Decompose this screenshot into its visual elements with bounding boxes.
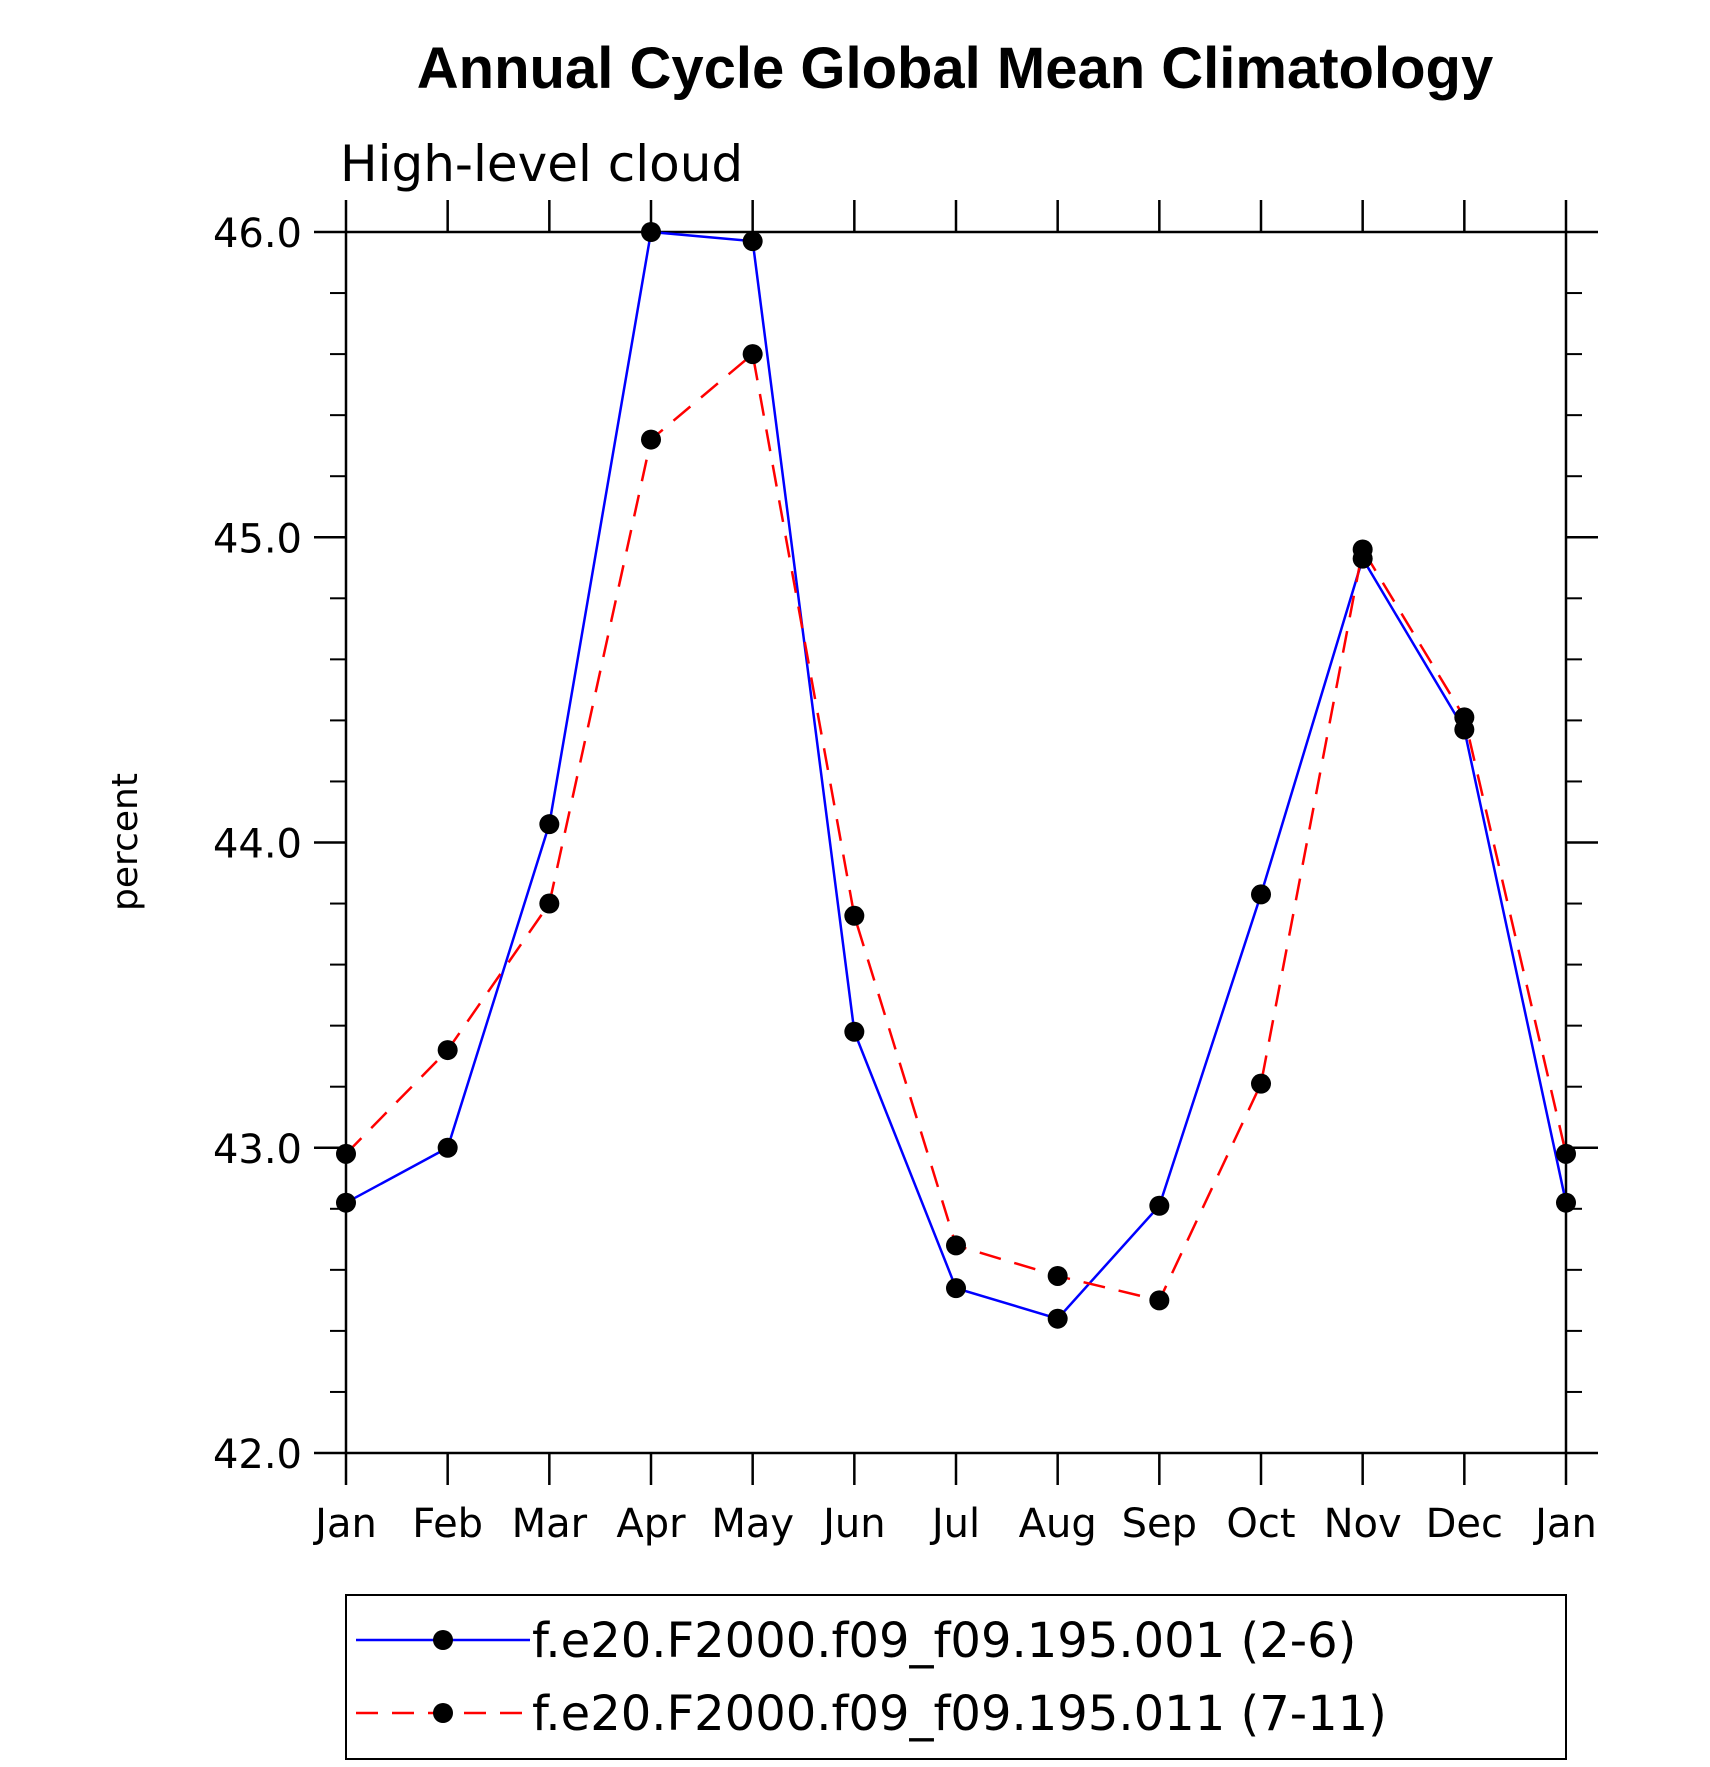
y-tick-label: 44.0: [213, 822, 302, 868]
x-tick-label: Mar: [512, 1501, 588, 1547]
series-2-point: [1352, 539, 1373, 560]
chart-subtitle: High-level cloud: [340, 135, 743, 193]
x-tick-label: Aug: [1019, 1501, 1097, 1547]
series-1-point: [1556, 1192, 1576, 1213]
series-1-point: [844, 1021, 865, 1042]
series-2-point: [1251, 1073, 1271, 1094]
series-2-point: [1556, 1143, 1576, 1164]
x-tick-label: Dec: [1426, 1501, 1503, 1547]
series-layer: [336, 222, 1576, 1329]
series-2-point: [946, 1235, 966, 1256]
series-1-point: [1047, 1308, 1068, 1329]
series-2-point: [1047, 1265, 1068, 1286]
x-tick-label: Jun: [820, 1501, 886, 1547]
legend-marker-series-2: [433, 1703, 453, 1723]
series-line-1: [345, 230, 1568, 1321]
x-tick-label: May: [711, 1501, 794, 1547]
series-1-point: [742, 231, 763, 252]
x-tick-label: Apr: [616, 1501, 686, 1547]
series-1-point: [539, 814, 560, 835]
legend-label-series-1: f.e20.F2000.f09_f09.195.001 (2-6): [532, 1613, 1356, 1669]
series-2-point: [844, 905, 865, 926]
x-tick-label: Sep: [1122, 1501, 1197, 1547]
series-1-point: [641, 222, 661, 242]
y-tick-label: 43.0: [213, 1127, 302, 1173]
x-tick-label: Feb: [412, 1501, 483, 1547]
series-2-point: [742, 344, 763, 365]
legend: f.e20.F2000.f09_f09.195.001 (2-6) f.e20.…: [345, 1594, 1567, 1760]
legend-label-series-2: f.e20.F2000.f09_f09.195.011 (7-11): [532, 1686, 1387, 1742]
series-2-point: [539, 893, 560, 914]
series-1-point: [437, 1137, 458, 1158]
chart-title: Annual Cycle Global Mean Climatology: [417, 36, 1493, 101]
series-1-point: [1149, 1195, 1170, 1216]
x-tick-label: Nov: [1324, 1501, 1402, 1547]
y-axis-label: percent: [105, 773, 146, 911]
x-tick-label: Jul: [929, 1501, 980, 1547]
axes: Jan Feb Mar Apr May Jun Jul Aug Sep Oct Nov Dec Jan4…: [213, 200, 1598, 1547]
series-2-point: [336, 1143, 356, 1164]
y-tick-label: 42.0: [213, 1432, 302, 1478]
series-1-point: [946, 1278, 966, 1299]
y-tick-label: 46.0: [213, 211, 302, 257]
series-2-point: [1454, 707, 1475, 728]
series-2-point: [641, 429, 661, 450]
series-line-2: [345, 351, 1568, 1302]
y-tick-label: 45.0: [213, 516, 302, 562]
x-tick-label: Oct: [1226, 1501, 1295, 1547]
series-1-point: [336, 1192, 356, 1213]
series-2-point: [1149, 1290, 1170, 1311]
plot-frame: [344, 230, 1568, 1455]
series-2-point: [437, 1040, 458, 1061]
legend-marker-series-1: [433, 1630, 453, 1650]
x-tick-label: Jan: [1532, 1501, 1597, 1547]
legend-box: [345, 1594, 1567, 1760]
x-tick-label: Jan: [312, 1501, 377, 1547]
series-1-point: [1251, 884, 1271, 905]
